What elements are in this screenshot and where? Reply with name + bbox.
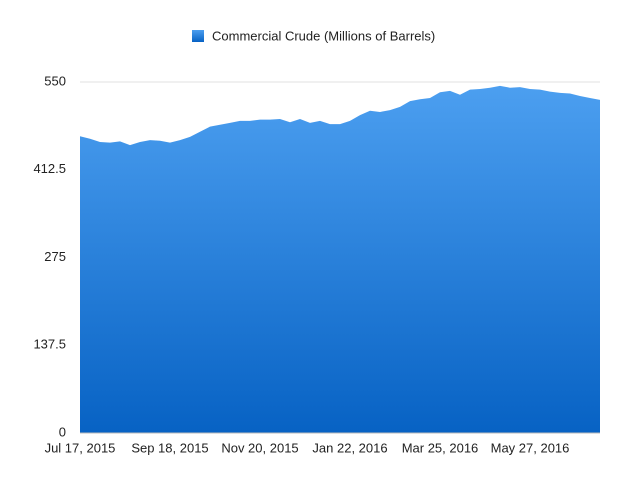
legend-swatch <box>192 30 204 42</box>
x-tick-label: Jan 22, 2016 <box>312 440 387 455</box>
y-tick-label: 412.5 <box>33 161 66 176</box>
x-tick-label: Mar 25, 2016 <box>402 440 479 455</box>
x-tick-label: Sep 18, 2015 <box>131 440 208 455</box>
x-tick-label: Nov 20, 2015 <box>221 440 298 455</box>
x-tick-label: May 27, 2016 <box>491 440 570 455</box>
y-tick-label: 275 <box>44 249 66 264</box>
x-tick-label: Jul 17, 2015 <box>45 440 116 455</box>
y-tick-label: 0 <box>59 424 66 439</box>
legend-label: Commercial Crude (Millions of Barrels) <box>212 28 435 43</box>
area <box>80 85 600 433</box>
y-tick-label: 550 <box>44 73 66 88</box>
y-tick-label: 137.5 <box>33 337 66 352</box>
